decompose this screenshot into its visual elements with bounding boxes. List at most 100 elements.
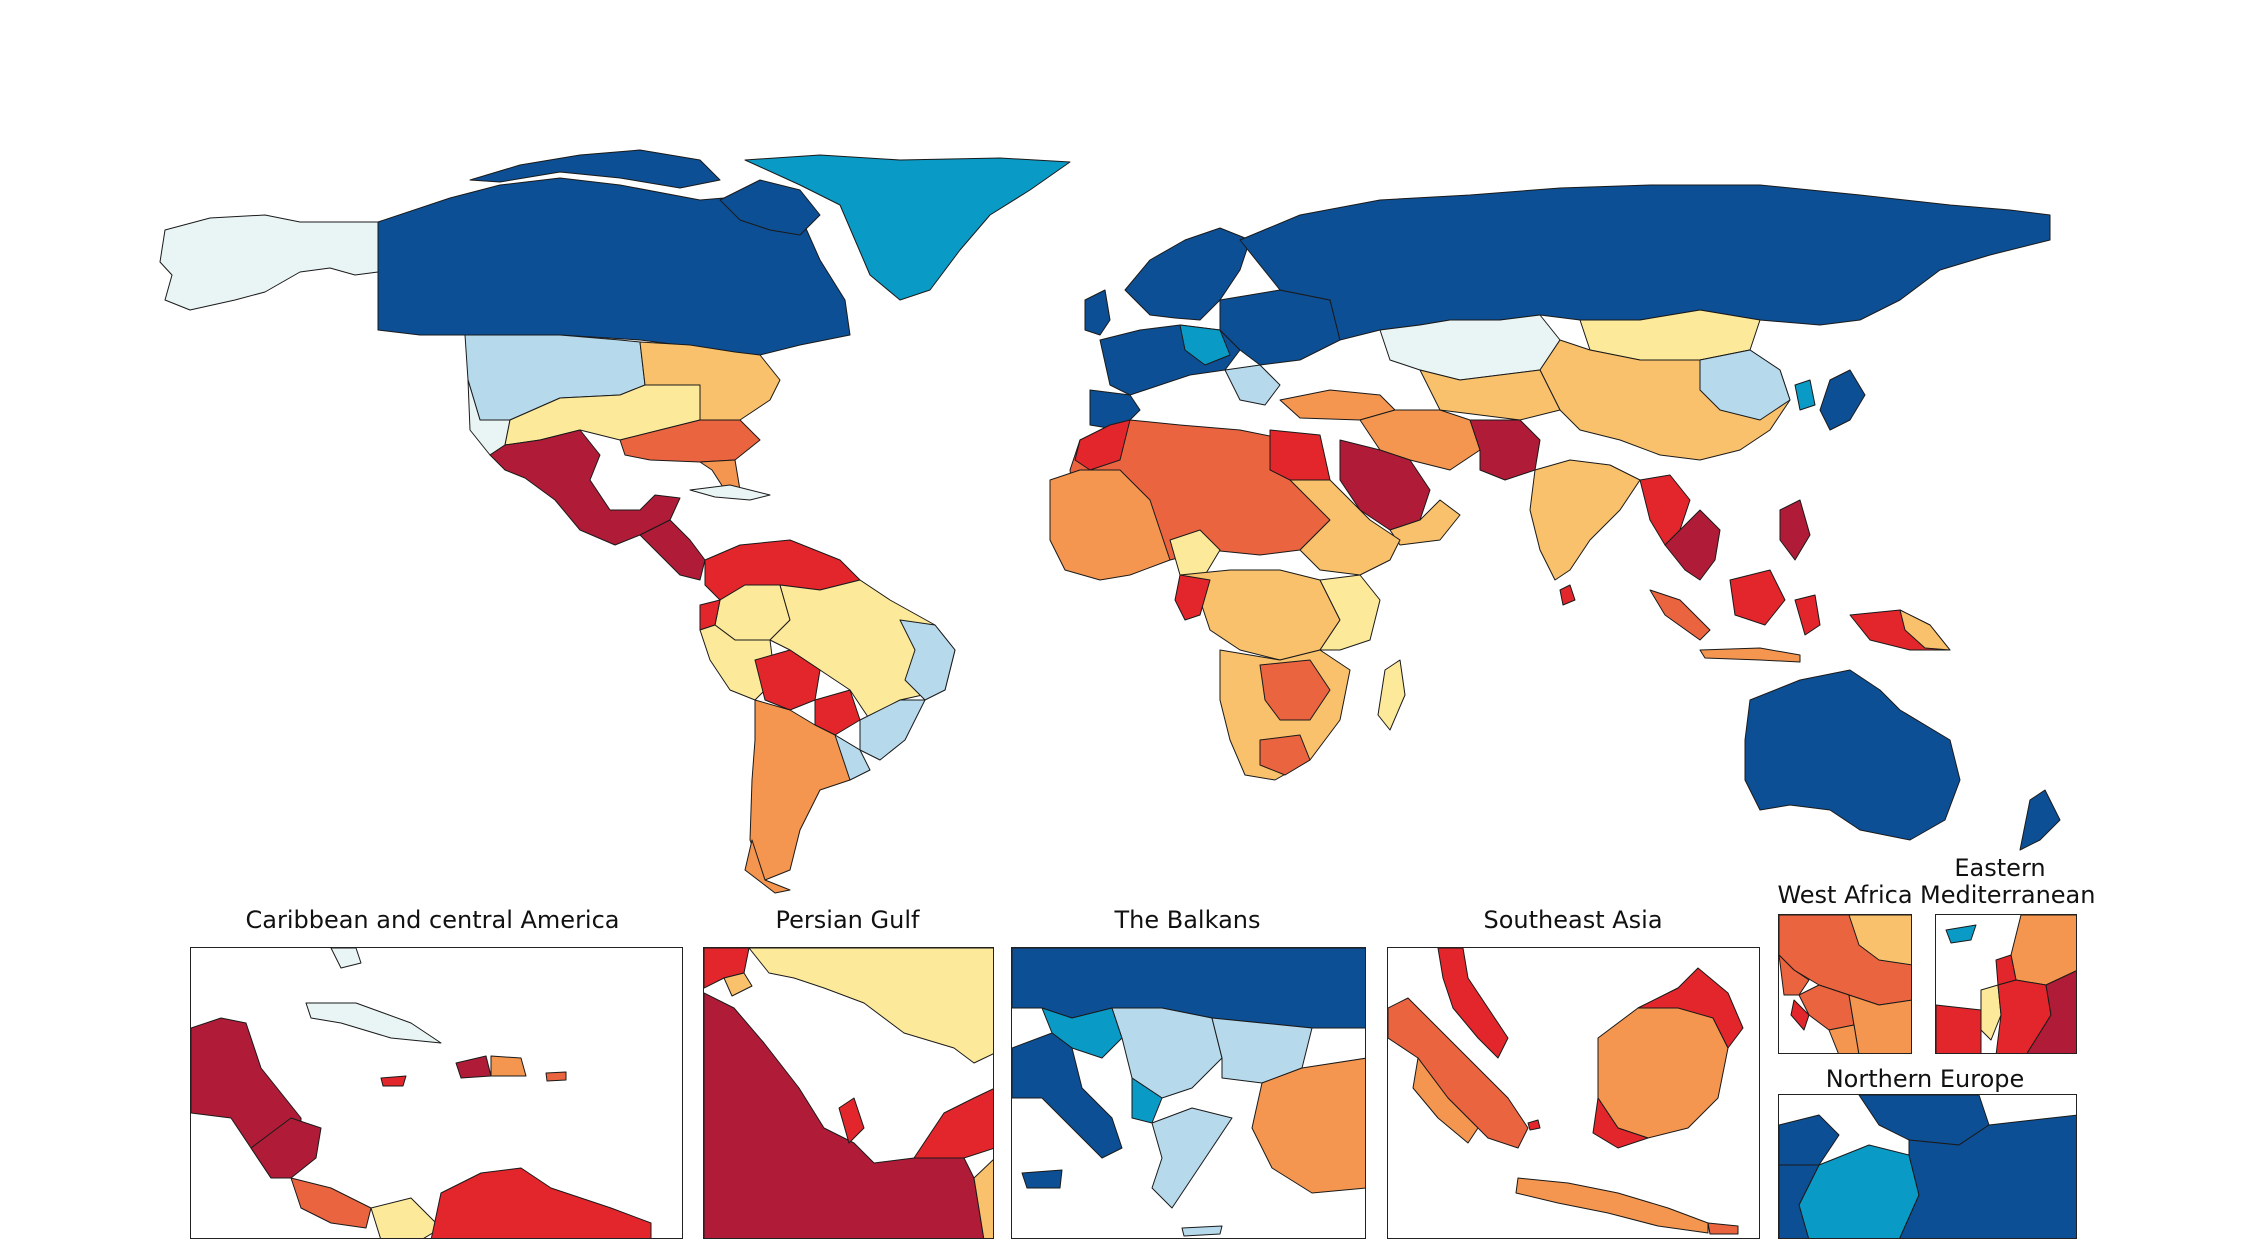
brazil-east xyxy=(899,619,956,701)
indonesia-east xyxy=(1699,647,1801,663)
caribbean-central-am xyxy=(250,1117,322,1179)
borneo xyxy=(1729,569,1786,626)
inset-persian-gulf xyxy=(703,947,994,1239)
central-asia xyxy=(1419,369,1561,421)
west-africa xyxy=(1049,469,1171,581)
greenland xyxy=(744,154,1071,301)
india xyxy=(1529,459,1641,581)
patagonia-tip xyxy=(744,839,791,894)
inset-eastern-med xyxy=(1935,914,2077,1054)
em-israel xyxy=(1980,984,2002,1041)
balkans-crete xyxy=(1181,1225,1223,1237)
inset-title-west-africa: West Africa xyxy=(1777,881,1913,909)
balkans-turkey xyxy=(1251,1057,1365,1194)
em-egypt xyxy=(1936,1004,1982,1053)
sea-java xyxy=(1515,1177,1709,1234)
inset-title-southeast-asia: Southeast Asia xyxy=(1483,906,1663,934)
caribbean-hispaniola xyxy=(455,1055,492,1079)
australia xyxy=(1744,669,1961,841)
mexico xyxy=(489,429,681,546)
nigeria xyxy=(1169,529,1221,576)
uruguay xyxy=(834,734,871,781)
sea-singapore xyxy=(1527,1119,1541,1131)
sea-sumatra-south xyxy=(1412,1057,1479,1144)
morocco xyxy=(1074,419,1131,471)
sulawesi xyxy=(1794,594,1821,636)
balkans-sicily xyxy=(1021,1169,1063,1189)
south-africa xyxy=(1259,734,1311,776)
uk xyxy=(1084,289,1111,336)
wa-senegal xyxy=(1779,954,1810,996)
balkans-serbia-bosnia xyxy=(1111,1007,1223,1099)
caribbean-haiti-dr xyxy=(490,1055,527,1077)
gulf-uae xyxy=(913,1088,993,1159)
eastern-europe xyxy=(1219,289,1341,366)
inset-title-eastern-med: Eastern Mediterranean xyxy=(1920,854,2096,909)
central-america xyxy=(639,519,706,581)
sea-sumatra xyxy=(1388,997,1529,1149)
afghanistan-pakistan xyxy=(1469,419,1541,481)
inset-title-persian-gulf: Persian Gulf xyxy=(775,906,920,934)
sea-peninsula xyxy=(1437,948,1509,1059)
china-east xyxy=(1699,349,1791,421)
inset-title-northern-europe: Northern Europe xyxy=(1825,1065,2025,1093)
africa xyxy=(1049,419,1406,781)
gulf-qatar xyxy=(838,1097,865,1144)
scandinavia xyxy=(1124,227,1251,321)
usa-east xyxy=(639,341,781,421)
em-cyprus xyxy=(1945,924,1977,944)
inset-caribbean xyxy=(190,947,683,1239)
south-america xyxy=(699,539,956,894)
germany xyxy=(1179,324,1231,366)
new-zealand xyxy=(2019,789,2061,851)
ne-france xyxy=(1779,1164,1820,1238)
world-map xyxy=(159,149,2061,894)
egypt xyxy=(1269,429,1331,481)
madagascar xyxy=(1377,659,1406,731)
caribbean-cuba xyxy=(305,1002,442,1044)
wa-sierra-leone xyxy=(1790,999,1810,1031)
sri-lanka xyxy=(1559,584,1576,606)
usa-southeast xyxy=(619,419,761,463)
oceania xyxy=(1744,669,2061,851)
sudan-horn xyxy=(1289,479,1401,576)
north-america xyxy=(159,149,1071,581)
europe xyxy=(1084,227,1396,431)
yemen-oman xyxy=(1389,499,1461,546)
inset-northern-europe xyxy=(1778,1094,2077,1239)
caribbean-costa-rica xyxy=(290,1177,372,1229)
caribbean-puerto-rico xyxy=(545,1071,567,1082)
chile-argentina xyxy=(749,699,861,881)
em-iraq xyxy=(2026,970,2076,1053)
inset-balkans xyxy=(1011,947,1366,1239)
russia xyxy=(1239,184,2051,341)
zambia-zimbabwe xyxy=(1259,659,1331,721)
southeast-asia-mainland xyxy=(1664,509,1721,581)
png xyxy=(1899,609,1951,651)
em-syria xyxy=(2010,915,2076,986)
balkans-italy xyxy=(1012,1032,1123,1159)
balkans-greece xyxy=(1151,1107,1233,1209)
philippines xyxy=(1779,499,1811,561)
caribbean-jamaica xyxy=(380,1075,407,1087)
sea-borneo-north xyxy=(1637,967,1744,1049)
japan xyxy=(1819,369,1866,431)
inset-title-balkans: The Balkans xyxy=(1114,906,1261,934)
inset-west-africa xyxy=(1778,914,1912,1054)
gulf-oman xyxy=(973,1159,993,1238)
cuba xyxy=(689,484,771,501)
alaska xyxy=(159,214,379,311)
wa-liberia xyxy=(1828,1024,1860,1053)
gulf-saudi xyxy=(704,992,985,1238)
russia-asia xyxy=(1239,184,2051,663)
sea-sarawak xyxy=(1592,1097,1649,1149)
ne-uk-netherlands xyxy=(1779,1114,1840,1166)
sea-bali xyxy=(1707,1222,1739,1235)
indonesia-sumatra xyxy=(1649,589,1711,641)
gulf-iran xyxy=(748,948,993,1064)
balkans xyxy=(1224,364,1281,406)
wa-burkina xyxy=(1848,915,1911,966)
caribbean-venezuela xyxy=(430,1167,652,1238)
ne-poland-baltics xyxy=(1899,1114,2076,1238)
korea xyxy=(1794,379,1816,411)
